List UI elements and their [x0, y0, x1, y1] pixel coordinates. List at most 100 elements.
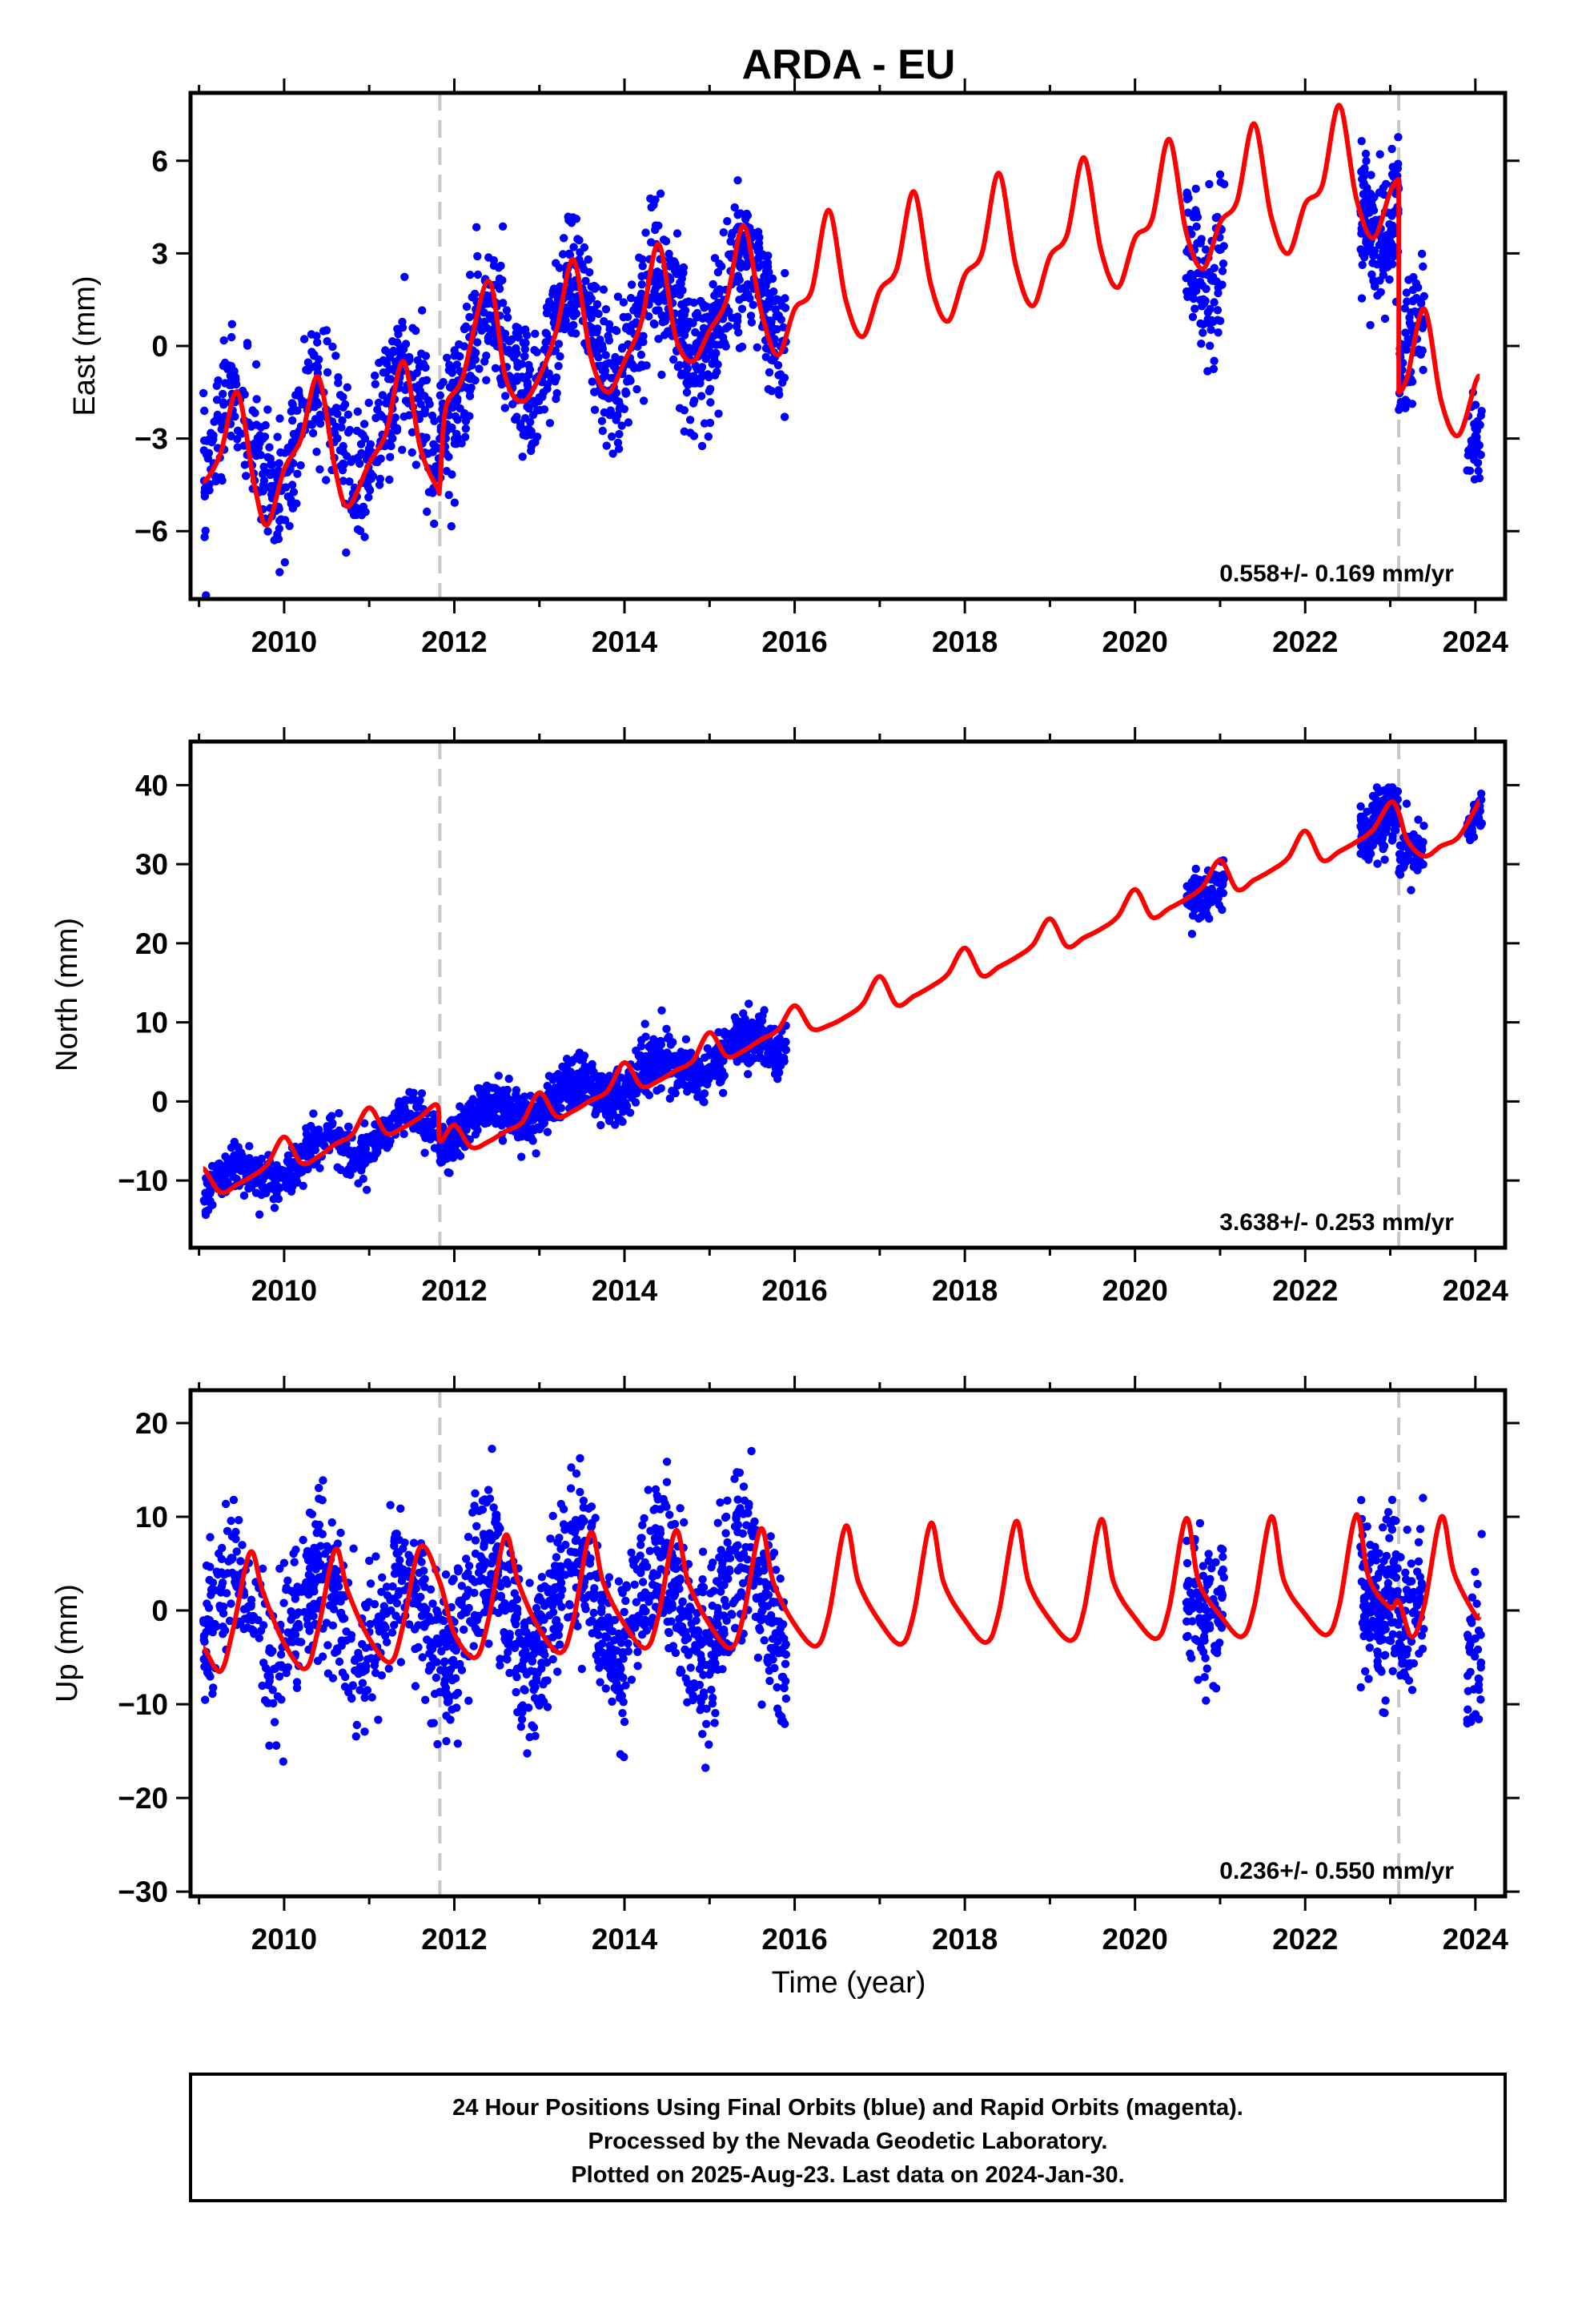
- north-observation-point: [477, 1096, 486, 1104]
- east-observation-point: [578, 259, 587, 269]
- up-observation-point: [708, 1601, 717, 1610]
- up-observation-point: [294, 1637, 303, 1647]
- north-observation-point: [613, 1102, 622, 1111]
- east-observation-point: [739, 239, 748, 248]
- north-observation-point: [254, 1179, 263, 1188]
- east-observation-point: [779, 323, 788, 332]
- up-observation-point: [392, 1549, 401, 1558]
- east-observation-point: [476, 324, 485, 333]
- east-observation-point: [251, 360, 261, 369]
- east-observation-point: [385, 365, 395, 374]
- east-observation-point: [1192, 222, 1201, 231]
- east-observation-point: [520, 373, 529, 383]
- north-observation-point: [220, 1171, 230, 1180]
- east-observation-point: [1214, 328, 1223, 337]
- up-observation-point: [333, 1539, 342, 1548]
- east-observation-point: [599, 285, 608, 294]
- east-observation-point: [283, 492, 292, 501]
- north-y-tick-label: −10: [118, 1164, 168, 1197]
- east-observation-point: [473, 338, 482, 347]
- east-observation-point: [237, 429, 246, 438]
- up-observation-point: [299, 1535, 307, 1545]
- up-observation-point: [247, 1602, 255, 1611]
- east-observation-point: [288, 416, 297, 425]
- east-observation-point: [280, 558, 289, 567]
- east-observation-point: [704, 432, 713, 441]
- east-observation-point: [743, 211, 753, 220]
- north-observation-point: [233, 1157, 242, 1166]
- east-observation-point: [763, 263, 773, 271]
- north-observation-point: [572, 1077, 581, 1086]
- east-observation-point: [504, 345, 513, 355]
- up-observation-point: [283, 1576, 292, 1585]
- up-observation-point: [208, 1689, 217, 1699]
- up-observation-point: [313, 1656, 323, 1666]
- up-observation-point: [464, 1696, 473, 1705]
- up-observation-point: [387, 1628, 397, 1637]
- up-observation-point: [236, 1557, 245, 1566]
- east-observation-point: [342, 548, 351, 557]
- north-observation-point: [611, 1120, 620, 1129]
- north-observation-point: [700, 1089, 709, 1098]
- up-observation-point: [717, 1587, 725, 1596]
- up-observation-point: [342, 1627, 351, 1636]
- up-observation-point: [366, 1619, 375, 1629]
- east-observation-point: [259, 462, 268, 472]
- north-x-tick-label: 2018: [932, 1274, 998, 1307]
- east-y-tick-label: −3: [135, 423, 168, 456]
- east-observation-point: [273, 432, 282, 441]
- north-observation-point: [400, 1129, 408, 1139]
- east-observation-point: [448, 470, 456, 479]
- east-observation-point: [400, 385, 410, 394]
- up-observation-point: [399, 1544, 408, 1553]
- east-observation-point: [544, 369, 553, 378]
- east-observation-point: [276, 448, 285, 457]
- north-observation-point: [369, 1137, 378, 1146]
- north-observation-point: [1398, 856, 1407, 865]
- north-observation-point: [519, 1100, 528, 1108]
- up-observation-point: [360, 1693, 369, 1703]
- up-observation-point: [323, 1542, 331, 1551]
- north-observation-point: [586, 1076, 595, 1084]
- east-observation-point: [1197, 340, 1206, 348]
- up-observation-point: [390, 1570, 400, 1578]
- east-observation-point: [401, 340, 411, 348]
- north-observation-point: [644, 1060, 652, 1070]
- east-observation-point: [512, 344, 520, 353]
- east-observation-point: [558, 250, 568, 259]
- east-observation-point: [500, 404, 509, 412]
- north-x-tick-label: 2024: [1443, 1274, 1509, 1307]
- east-observation-point: [657, 370, 666, 380]
- east-observation-point: [673, 229, 682, 238]
- north-observation-point: [283, 1175, 292, 1184]
- up-observation-point: [496, 1661, 504, 1670]
- east-observation-point: [503, 313, 512, 322]
- north-observation-point: [613, 1113, 623, 1123]
- up-observation-point: [279, 1558, 289, 1567]
- north-observation-point: [665, 1051, 674, 1060]
- north-observation-point: [665, 1094, 674, 1104]
- east-observation-point: [530, 346, 539, 355]
- east-observation-point: [220, 379, 230, 388]
- east-observation-point: [669, 257, 679, 266]
- east-observation-point: [1205, 179, 1214, 189]
- north-observation-point: [1405, 848, 1414, 857]
- north-x-tick-label: 2014: [592, 1274, 658, 1307]
- up-observation-point: [217, 1554, 226, 1564]
- up-observation-point: [291, 1594, 299, 1603]
- north-observation-point: [1397, 841, 1407, 850]
- east-observation-point: [359, 431, 367, 440]
- east-observation-point: [632, 384, 641, 394]
- up-observation-point: [287, 1586, 296, 1595]
- east-x-tick-label: 2016: [761, 625, 827, 658]
- east-observation-point: [312, 448, 321, 456]
- north-observation-point: [448, 1153, 458, 1162]
- east-observation-point: [259, 487, 267, 496]
- up-observation-point: [316, 1542, 325, 1550]
- north-observation-point: [734, 1025, 743, 1034]
- north-x-tick-label: 2020: [1102, 1274, 1168, 1307]
- north-observation-point: [663, 1034, 673, 1043]
- north-observation-point: [477, 1103, 487, 1112]
- east-observation-point: [672, 267, 681, 276]
- east-observation-point: [780, 412, 789, 421]
